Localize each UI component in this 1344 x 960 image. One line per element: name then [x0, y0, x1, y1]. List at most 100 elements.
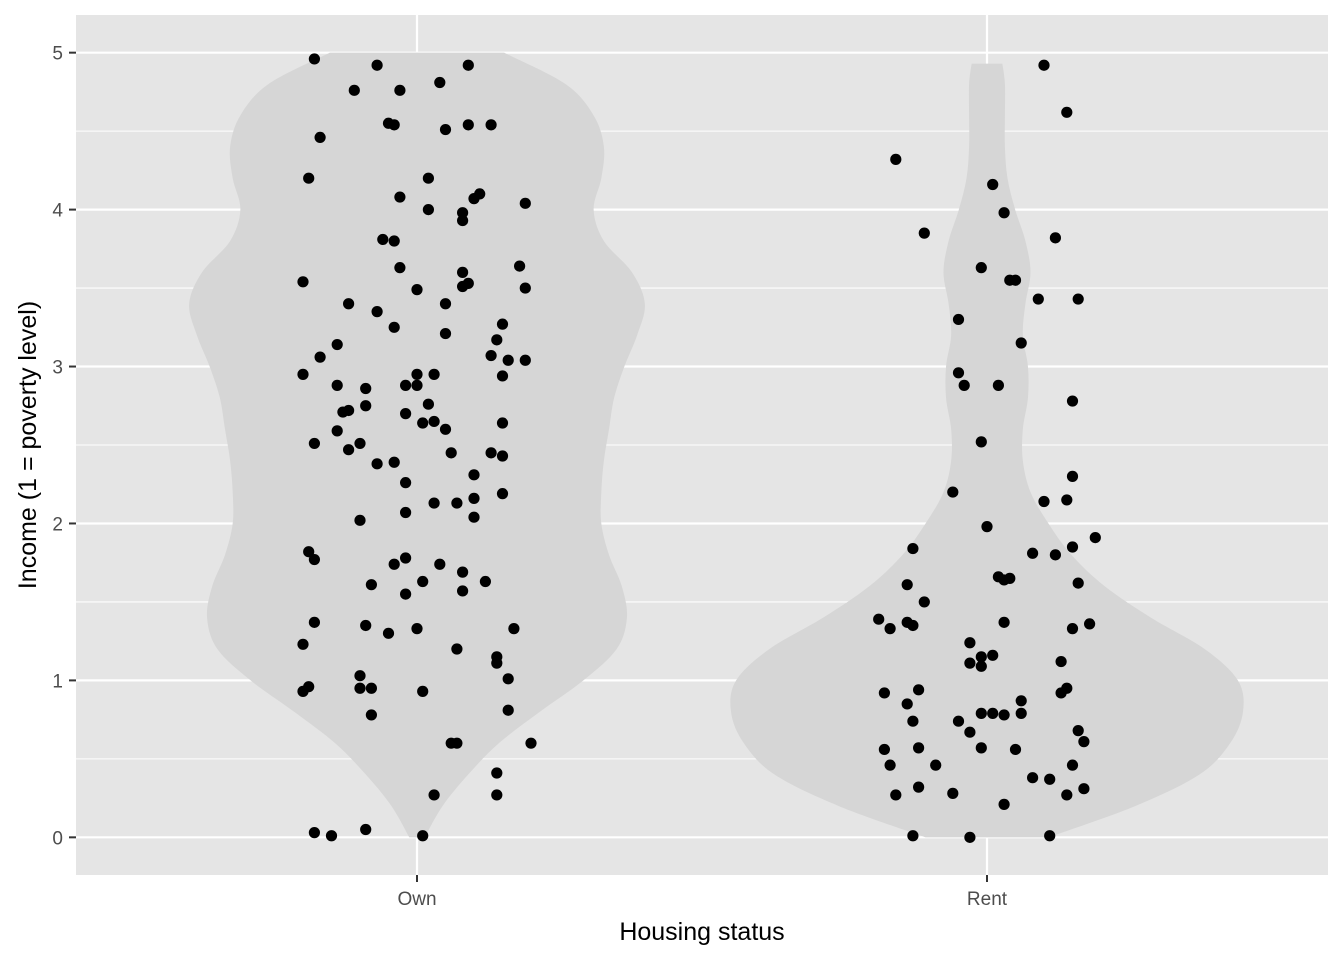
data-point-own: [485, 447, 497, 459]
data-point-rent: [1078, 783, 1090, 795]
data-point-rent: [975, 651, 987, 663]
data-point-rent: [1072, 577, 1084, 589]
data-point-own: [496, 488, 509, 500]
data-point-rent: [1061, 494, 1073, 506]
data-point-own: [343, 298, 355, 310]
data-point-rent: [884, 759, 896, 771]
data-point-own: [360, 619, 372, 632]
data-point-rent: [958, 379, 970, 391]
data-point-rent: [987, 707, 999, 719]
data-point-rent: [975, 707, 987, 719]
data-point-own: [462, 59, 474, 71]
data-point-own: [371, 458, 383, 470]
data-point-own: [422, 172, 434, 184]
axes: 0 1 2 3 4 5 Own Rent: [52, 44, 1007, 910]
data-point-own: [411, 368, 423, 380]
data-point-own: [400, 506, 412, 519]
data-point-own: [417, 830, 429, 842]
data-point-own: [439, 327, 452, 340]
data-point-rent: [987, 649, 999, 661]
data-point-rent: [1015, 695, 1027, 707]
data-point-rent: [1009, 743, 1022, 756]
data-point-rent: [918, 227, 930, 239]
data-point-own: [514, 260, 526, 272]
data-point-rent: [975, 742, 987, 754]
data-point-own: [388, 558, 400, 570]
data-point-rent: [930, 759, 942, 771]
data-point-own: [502, 704, 514, 716]
y-tick-label: 4: [52, 201, 63, 222]
data-point-own: [400, 477, 412, 489]
data-point-own: [479, 575, 491, 588]
data-point-own: [354, 682, 366, 694]
data-point-rent: [975, 436, 987, 448]
data-point-rent: [1061, 682, 1073, 694]
data-point-rent: [918, 596, 930, 608]
data-point-rent: [952, 313, 965, 326]
data-point-own: [451, 497, 463, 509]
x-tick-label: Own: [397, 889, 436, 910]
data-point-rent: [890, 789, 902, 801]
data-point-rent: [998, 207, 1010, 219]
data-point-own: [417, 685, 429, 697]
data-point-rent: [1049, 549, 1061, 561]
x-axis-title: Housing status: [619, 918, 784, 946]
data-point-rent: [1066, 395, 1079, 407]
points: [297, 53, 1101, 843]
data-point-own: [496, 417, 509, 429]
data-point-own: [297, 368, 309, 380]
data-point-own: [343, 444, 355, 456]
violin-rent: [730, 63, 1244, 838]
data-point-own: [325, 830, 338, 842]
data-point-rent: [952, 367, 965, 379]
data-point-own: [297, 638, 309, 650]
data-point-own: [525, 737, 537, 749]
data-point-rent: [964, 726, 976, 738]
data-point-own: [491, 789, 503, 801]
data-point-rent: [1078, 736, 1090, 748]
data-point-own: [303, 546, 315, 558]
data-point-own: [422, 204, 434, 216]
data-point-own: [394, 262, 406, 274]
data-point-own: [422, 398, 434, 410]
data-point-own: [354, 514, 366, 526]
data-point-rent: [1009, 274, 1022, 286]
data-point-rent: [1066, 541, 1079, 553]
data-point-rent: [964, 637, 976, 649]
data-point-rent: [1044, 830, 1056, 842]
data-point-own: [354, 437, 366, 450]
data-point-own: [468, 511, 480, 523]
data-point-own: [417, 575, 429, 588]
data-point-own: [400, 552, 412, 564]
data-point-own: [457, 207, 469, 219]
data-point-own: [428, 497, 440, 509]
data-point-rent: [1004, 572, 1016, 584]
data-point-own: [485, 119, 497, 131]
data-point-rent: [884, 623, 896, 635]
data-point-rent: [1072, 725, 1084, 737]
data-point-own: [308, 437, 320, 450]
data-point-rent: [890, 153, 902, 165]
data-point-rent: [878, 743, 891, 756]
data-point-own: [519, 282, 531, 294]
data-point-own: [331, 338, 343, 351]
data-point-rent: [1044, 773, 1056, 785]
data-point-own: [314, 351, 326, 363]
data-point-rent: [913, 781, 925, 793]
data-point-own: [496, 370, 509, 382]
data-point-own: [371, 306, 383, 318]
data-point-own: [400, 379, 412, 391]
y-tick-label: 3: [52, 358, 63, 379]
data-point-own: [428, 415, 440, 428]
data-point-rent: [992, 379, 1005, 391]
x-tick-label: Rent: [967, 889, 1008, 910]
data-point-rent: [1038, 59, 1050, 71]
data-point-rent: [907, 715, 919, 727]
data-point-rent: [998, 709, 1010, 721]
data-point-own: [365, 709, 377, 721]
data-point-own: [348, 84, 360, 96]
data-point-rent: [873, 613, 885, 625]
data-point-rent: [913, 684, 925, 696]
data-point-own: [496, 318, 509, 330]
data-point-rent: [975, 660, 987, 672]
